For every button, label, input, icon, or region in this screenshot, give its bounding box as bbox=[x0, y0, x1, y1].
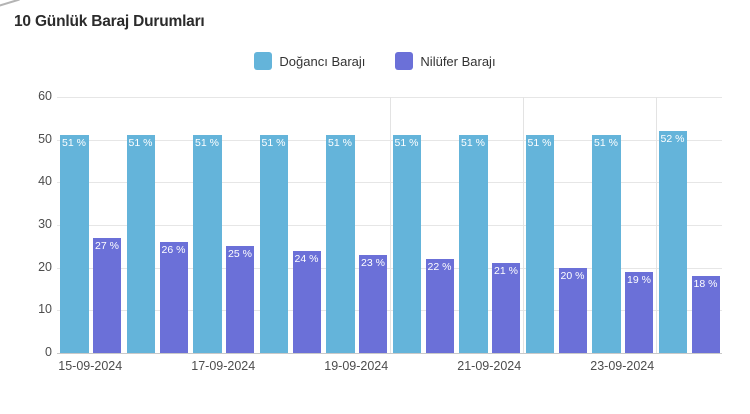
bar-value-label: 24 % bbox=[294, 252, 319, 265]
y-axis-tick-label: 20 bbox=[38, 259, 52, 274]
plot-area: 51 % 27 % 51 % 26 % 51 % 25 % 51 % 24 % 51 % 23 %… bbox=[57, 97, 722, 354]
bar-nilufer-day3[interactable]: 25 % bbox=[226, 246, 254, 353]
bar-value-label: 51 % bbox=[128, 137, 153, 150]
corner-artifact bbox=[0, 0, 20, 8]
legend-swatch-icon bbox=[254, 52, 273, 70]
y-axis-tick-label: 10 bbox=[38, 302, 52, 317]
bar-value-label: 26 % bbox=[161, 244, 186, 257]
bar-value-label: 19 % bbox=[627, 273, 651, 286]
bar-value-label: 51 % bbox=[261, 137, 286, 150]
bar-value-label: 27 % bbox=[95, 239, 119, 252]
bar-value-label: 21 % bbox=[494, 265, 518, 278]
bar-nilufer-day5[interactable]: 23 % bbox=[359, 254, 387, 353]
bar-dogancı-day7[interactable]: 51 % bbox=[459, 135, 488, 353]
bar-nilufer-day10[interactable]: 18 % bbox=[691, 276, 720, 353]
legend-item-label: Nilüfer Barajı bbox=[420, 53, 496, 69]
bar-dogancı-day3[interactable]: 51 % bbox=[193, 135, 222, 353]
bar-nilufer-day1[interactable]: 27 % bbox=[93, 237, 121, 353]
gridline-vertical bbox=[655, 97, 657, 353]
gridline-vertical bbox=[522, 97, 524, 353]
x-axis-tick-label: 19-09-2024 bbox=[324, 359, 389, 373]
legend-item-1[interactable]: Doğancı Barajı bbox=[254, 52, 365, 70]
gridline-vertical bbox=[389, 97, 391, 353]
bar-value-label: 51 % bbox=[594, 137, 618, 150]
y-axis-tick-label: 40 bbox=[38, 174, 52, 189]
bar-dogancı-day6[interactable]: 51 % bbox=[392, 135, 421, 353]
chart-legend: Doğancı Barajı Nilüfer Barajı bbox=[0, 52, 750, 70]
legend-item-label: Doğancı Barajı bbox=[279, 53, 366, 69]
y-axis-tick-label: 30 bbox=[38, 217, 52, 231]
bar-value-label: 52 % bbox=[660, 133, 685, 146]
bar-value-label: 51 % bbox=[394, 137, 419, 150]
bar-value-label: 51 % bbox=[328, 137, 352, 150]
bar-nilufer-day4[interactable]: 24 % bbox=[292, 250, 321, 353]
bar-dogancı-day5[interactable]: 51 % bbox=[326, 135, 355, 353]
y-axis-tick-label: 60 bbox=[38, 89, 52, 103]
bar-dogancı-day1[interactable]: 51 % bbox=[60, 135, 89, 353]
bar-value-label: 51 % bbox=[527, 137, 552, 150]
bar-dogancı-day10[interactable]: 52 % bbox=[658, 131, 687, 353]
bar-value-label: 51 % bbox=[461, 137, 485, 150]
x-axis-tick-label: 15-09-2024 bbox=[58, 359, 123, 373]
y-axis-tick-label: 50 bbox=[38, 131, 52, 146]
bar-value-label: 23 % bbox=[361, 256, 385, 269]
legend-swatch-icon bbox=[395, 52, 414, 70]
gridline-horizontal bbox=[57, 353, 722, 354]
x-axis-tick-label: 17-09-2024 bbox=[191, 359, 256, 373]
bar-dogancı-day4[interactable]: 51 % bbox=[259, 135, 288, 353]
bar-value-label: 18 % bbox=[693, 278, 718, 291]
bar-value-label: 22 % bbox=[427, 261, 452, 274]
bar-nilufer-day6[interactable]: 22 % bbox=[425, 259, 454, 353]
legend-item-2[interactable]: Nilüfer Barajı bbox=[395, 52, 496, 70]
bar-dogancı-day9[interactable]: 51 % bbox=[592, 135, 621, 353]
bar-value-label: 25 % bbox=[228, 248, 252, 261]
bar-dogancı-day2[interactable]: 51 % bbox=[126, 135, 155, 353]
bar-dogancı-day8[interactable]: 51 % bbox=[525, 135, 554, 353]
chart-title: 10 Günlük Baraj Durumları bbox=[14, 13, 205, 30]
bar-nilufer-day7[interactable]: 21 % bbox=[492, 263, 520, 353]
bar-nilufer-day9[interactable]: 19 % bbox=[625, 271, 653, 353]
bar-value-label: 51 % bbox=[195, 137, 219, 150]
bar-nilufer-day8[interactable]: 20 % bbox=[558, 267, 587, 353]
bar-value-label: 20 % bbox=[560, 269, 585, 282]
x-axis-tick-label: 23-09-2024 bbox=[590, 359, 655, 373]
x-axis-tick-label: 21-09-2024 bbox=[457, 359, 522, 373]
y-axis-tick-label: 0 bbox=[45, 345, 52, 359]
bar-nilufer-day2[interactable]: 26 % bbox=[159, 242, 188, 353]
bar-value-label: 51 % bbox=[62, 137, 86, 150]
